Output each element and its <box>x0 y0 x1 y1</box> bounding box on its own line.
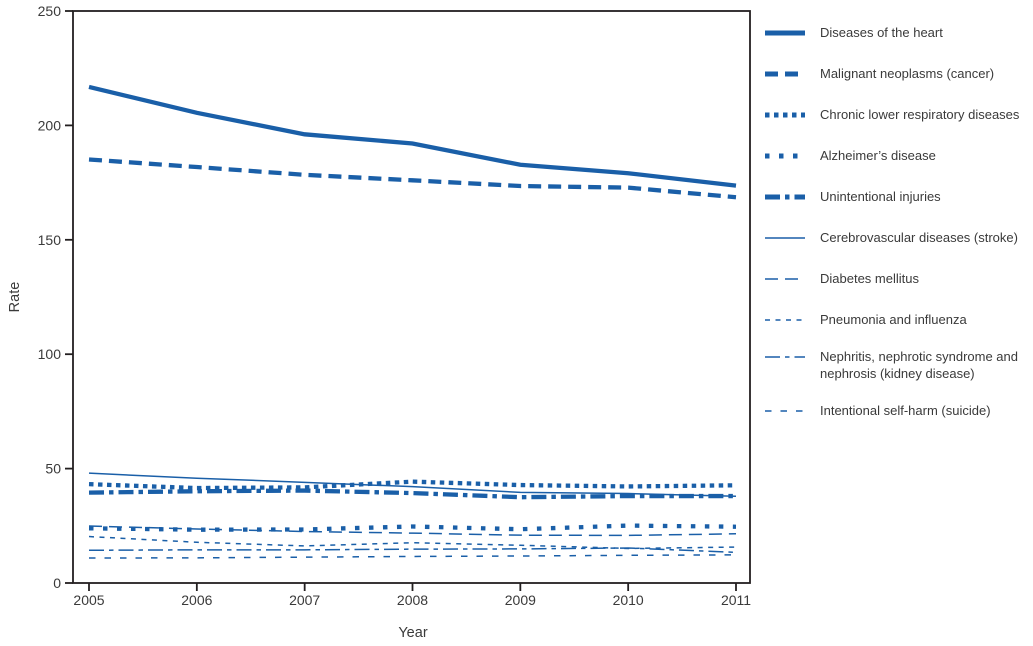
legend-line-sample <box>765 236 805 239</box>
series-line <box>88 523 737 532</box>
legend-item: Pneumonia and influenza <box>763 299 1033 340</box>
x-tick-label: 2006 <box>181 592 212 608</box>
x-tick-label: 2005 <box>73 592 104 608</box>
y-tick-label: 100 <box>38 346 62 362</box>
series-line <box>88 547 737 554</box>
series-line <box>88 472 737 498</box>
legend-item: Intentional self-harm (suicide) <box>763 390 1033 431</box>
series-line <box>88 554 737 559</box>
x-tick-label: 2008 <box>397 592 428 608</box>
legend-line-sample <box>765 71 805 76</box>
series-line <box>88 535 737 550</box>
legend: Diseases of the heart Malignant neoplasms… <box>763 12 1033 431</box>
legend-label: Chronic lower respiratory diseases <box>820 106 1020 122</box>
legend-label: Cerebrovascular diseases (stroke) <box>820 229 1018 245</box>
y-tick-label: 200 <box>38 117 62 133</box>
legend-item: Cerebrovascular diseases (stroke) <box>763 217 1033 258</box>
x-tick-label: 2009 <box>505 592 536 608</box>
x-axis-title: Year <box>398 625 428 641</box>
legend-line-sample <box>765 30 805 35</box>
legend-line-sample <box>765 277 805 280</box>
y-tick-label: 250 <box>38 3 62 19</box>
legend-item: Diabetes mellitus <box>763 258 1033 299</box>
series-line <box>88 84 737 188</box>
y-tick-label: 150 <box>38 232 62 248</box>
legend-label: Nephritis, nephrotic syndrome and nephro… <box>820 349 1018 382</box>
legend-item: Unintentional injuries <box>763 176 1033 217</box>
legend-item: Malignant neoplasms (cancer) <box>763 53 1033 94</box>
legend-line-sample <box>765 409 805 412</box>
legend-label: Diabetes mellitus <box>820 270 919 286</box>
legend-line-sample <box>765 194 805 199</box>
y-axis-title: Rate <box>7 281 23 313</box>
legend-item: Chronic lower respiratory diseases <box>763 94 1033 135</box>
legend-label: Unintentional injuries <box>820 188 941 204</box>
series-line <box>88 157 737 200</box>
plot-border <box>72 10 751 584</box>
y-tick-label: 0 <box>53 575 61 591</box>
series-line <box>88 525 737 537</box>
legend-item: Alzheimer’s disease <box>763 135 1033 176</box>
legend-item: Diseases of the heart <box>763 12 1033 53</box>
legend-line-sample <box>765 356 805 358</box>
legend-label: Diseases of the heart <box>820 24 943 40</box>
legend-line-sample <box>765 153 805 158</box>
x-tick-label: 2007 <box>289 592 320 608</box>
legend-line-sample <box>765 112 805 117</box>
y-tick-label: 50 <box>45 461 61 477</box>
legend-label: Pneumonia and influenza <box>820 311 967 327</box>
legend-line-sample <box>765 318 805 321</box>
legend-label: Malignant neoplasms (cancer) <box>820 65 995 81</box>
x-tick-label: 2010 <box>613 592 644 608</box>
legend-item: Nephritis, nephrotic syndrome and nephro… <box>763 346 1033 390</box>
series-line <box>88 488 736 500</box>
x-tick-label: 2011 <box>721 592 751 608</box>
legend-label: Intentional self-harm (suicide) <box>820 402 991 418</box>
legend-label: Alzheimer’s disease <box>820 147 936 163</box>
